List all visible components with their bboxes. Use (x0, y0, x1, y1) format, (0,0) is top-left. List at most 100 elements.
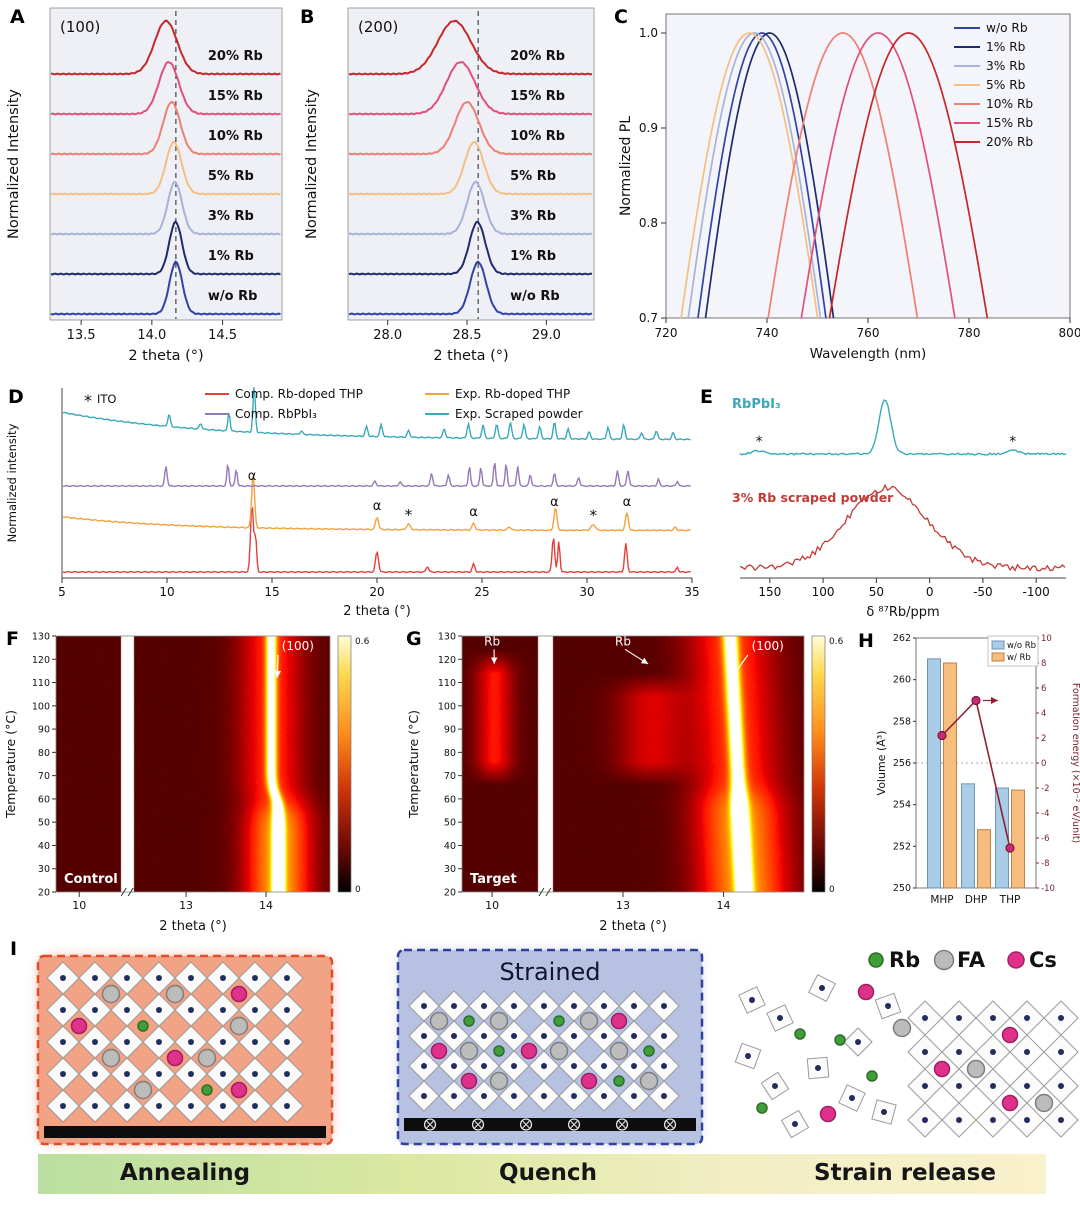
x-tick-label: 720 (655, 326, 678, 340)
left-tick-label: 258 (893, 716, 911, 727)
b-site-dot (284, 1039, 290, 1045)
b-site-dot (252, 1039, 258, 1045)
curve-label: 3% Rb (208, 209, 254, 224)
b-site-dot (156, 1039, 162, 1045)
legend-dot-rb (869, 953, 883, 967)
b-site-dot (855, 1039, 861, 1045)
b-site-dot (156, 1103, 162, 1109)
left-tick-label: 262 (893, 633, 911, 644)
octahedron (1044, 1001, 1078, 1035)
x-tick-label: -50 (973, 585, 993, 599)
legend-swatch (992, 641, 1004, 649)
dopant-fa (135, 1082, 152, 1099)
octahedron (834, 1080, 870, 1116)
bar-w/ Rb-MHP (944, 663, 957, 888)
b-site-dot (156, 975, 162, 981)
b-site-dot (601, 1003, 607, 1009)
ito-star-mark: * (590, 507, 598, 525)
b-site-dot (990, 1015, 996, 1021)
y-tick-label: 60 (38, 794, 50, 805)
b-site-dot (571, 1063, 577, 1069)
legend-label: 5% Rb (986, 78, 1026, 92)
legend-label: FA (957, 948, 986, 972)
dopant-fa (103, 1050, 120, 1067)
y-tick-label: 40 (38, 841, 50, 852)
b-site-dot (1024, 1015, 1030, 1021)
b-site-dot (124, 1103, 130, 1109)
curve-label: 1% Rb (208, 249, 254, 264)
dopant-rb (202, 1085, 212, 1095)
x-tick-label: 14 (259, 899, 273, 912)
y-tick-label: 130 (438, 632, 456, 643)
b-site-dot (220, 975, 226, 981)
right-tick-label: 0 (1041, 759, 1046, 769)
dopant-cs (462, 1074, 477, 1089)
right-tick-label: 8 (1041, 659, 1046, 669)
heatmap-frame (56, 636, 330, 892)
b-site-dot (220, 1007, 226, 1013)
octahedron (729, 1037, 766, 1074)
alpha-mark: α (248, 469, 257, 484)
dopant-fa (231, 1018, 248, 1035)
octahedron (942, 1001, 976, 1035)
b-site-dot (124, 1071, 130, 1077)
b-site-dot (92, 1007, 98, 1013)
dopant-fa (968, 1061, 985, 1078)
dopant-rb (554, 1016, 564, 1026)
b-site-dot (451, 1003, 457, 1009)
b-site-dot (1024, 1083, 1030, 1089)
x-tick-label: 15 (264, 585, 279, 599)
b-site-dot (60, 1103, 66, 1109)
formation-energy-marker (1006, 844, 1014, 852)
dopant-rb (644, 1046, 654, 1056)
y-tick-label: 0.9 (639, 121, 658, 135)
right-tick-label: 10 (1041, 634, 1052, 644)
colorbar-max: 0.6 (829, 637, 844, 647)
b-site-dot (252, 1103, 258, 1109)
y-tick-label: 110 (32, 678, 50, 689)
dopant-rb (614, 1076, 624, 1086)
y-tick-label: 70 (444, 771, 456, 782)
b-site-dot (1058, 1015, 1064, 1021)
panel-c-tag: C (614, 6, 628, 28)
panel-a-chart: w/o Rb 1% Rb 3% Rb 5% Rb 10% Rb 15% Rb 20% Rb 1… (0, 0, 292, 378)
colorbar-max: 0.6 (355, 637, 370, 647)
b-site-dot (1058, 1049, 1064, 1055)
y-axis-label: Normalized Intensity (6, 89, 22, 239)
b-site-dot (481, 1093, 487, 1099)
panel-f-axes: 203040506070809010011012013010 13 142 thet… (0, 624, 398, 936)
b-site-dot (661, 1033, 667, 1039)
b-site-dot (284, 975, 290, 981)
b-site-dot (421, 1063, 427, 1069)
y-tick-label: 100 (32, 701, 50, 712)
b-site-dot (451, 1033, 457, 1039)
x-tick-label: 13.5 (67, 328, 96, 343)
panel-a-tag: A (10, 6, 25, 28)
y-tick-label: 50 (444, 818, 456, 829)
b-site-dot (601, 1063, 607, 1069)
dopant-rb (867, 1071, 877, 1081)
bar-w/ Rb-THP (1012, 790, 1025, 888)
dopant-cs (432, 1044, 447, 1059)
b-site-dot (481, 1063, 487, 1069)
b-site-dot (252, 1071, 258, 1077)
b-site-dot (541, 1003, 547, 1009)
dopant-cs (935, 1062, 950, 1077)
panel-d-tag: D (8, 386, 24, 408)
b-site-dot (188, 1007, 194, 1013)
octahedron (734, 982, 770, 1018)
y-axis-label: Normalized PL (618, 116, 634, 216)
b-site-dot (421, 1033, 427, 1039)
curve-label: w/o Rb (510, 289, 560, 304)
y-axis-label: Temperature (°C) (3, 710, 18, 819)
b-site-dot (631, 1093, 637, 1099)
dopant-fa (1036, 1095, 1053, 1112)
peak-annotation: (100) (60, 18, 100, 36)
bar-w/o Rb-DHP (962, 784, 975, 888)
b-site-dot (922, 1049, 928, 1055)
right-tick-label: 6 (1041, 684, 1046, 694)
dopant-rb (494, 1046, 504, 1056)
formation-energy-marker (972, 697, 980, 705)
annotation-arrow (277, 655, 278, 678)
legend-label: w/ Rb (1007, 653, 1031, 663)
